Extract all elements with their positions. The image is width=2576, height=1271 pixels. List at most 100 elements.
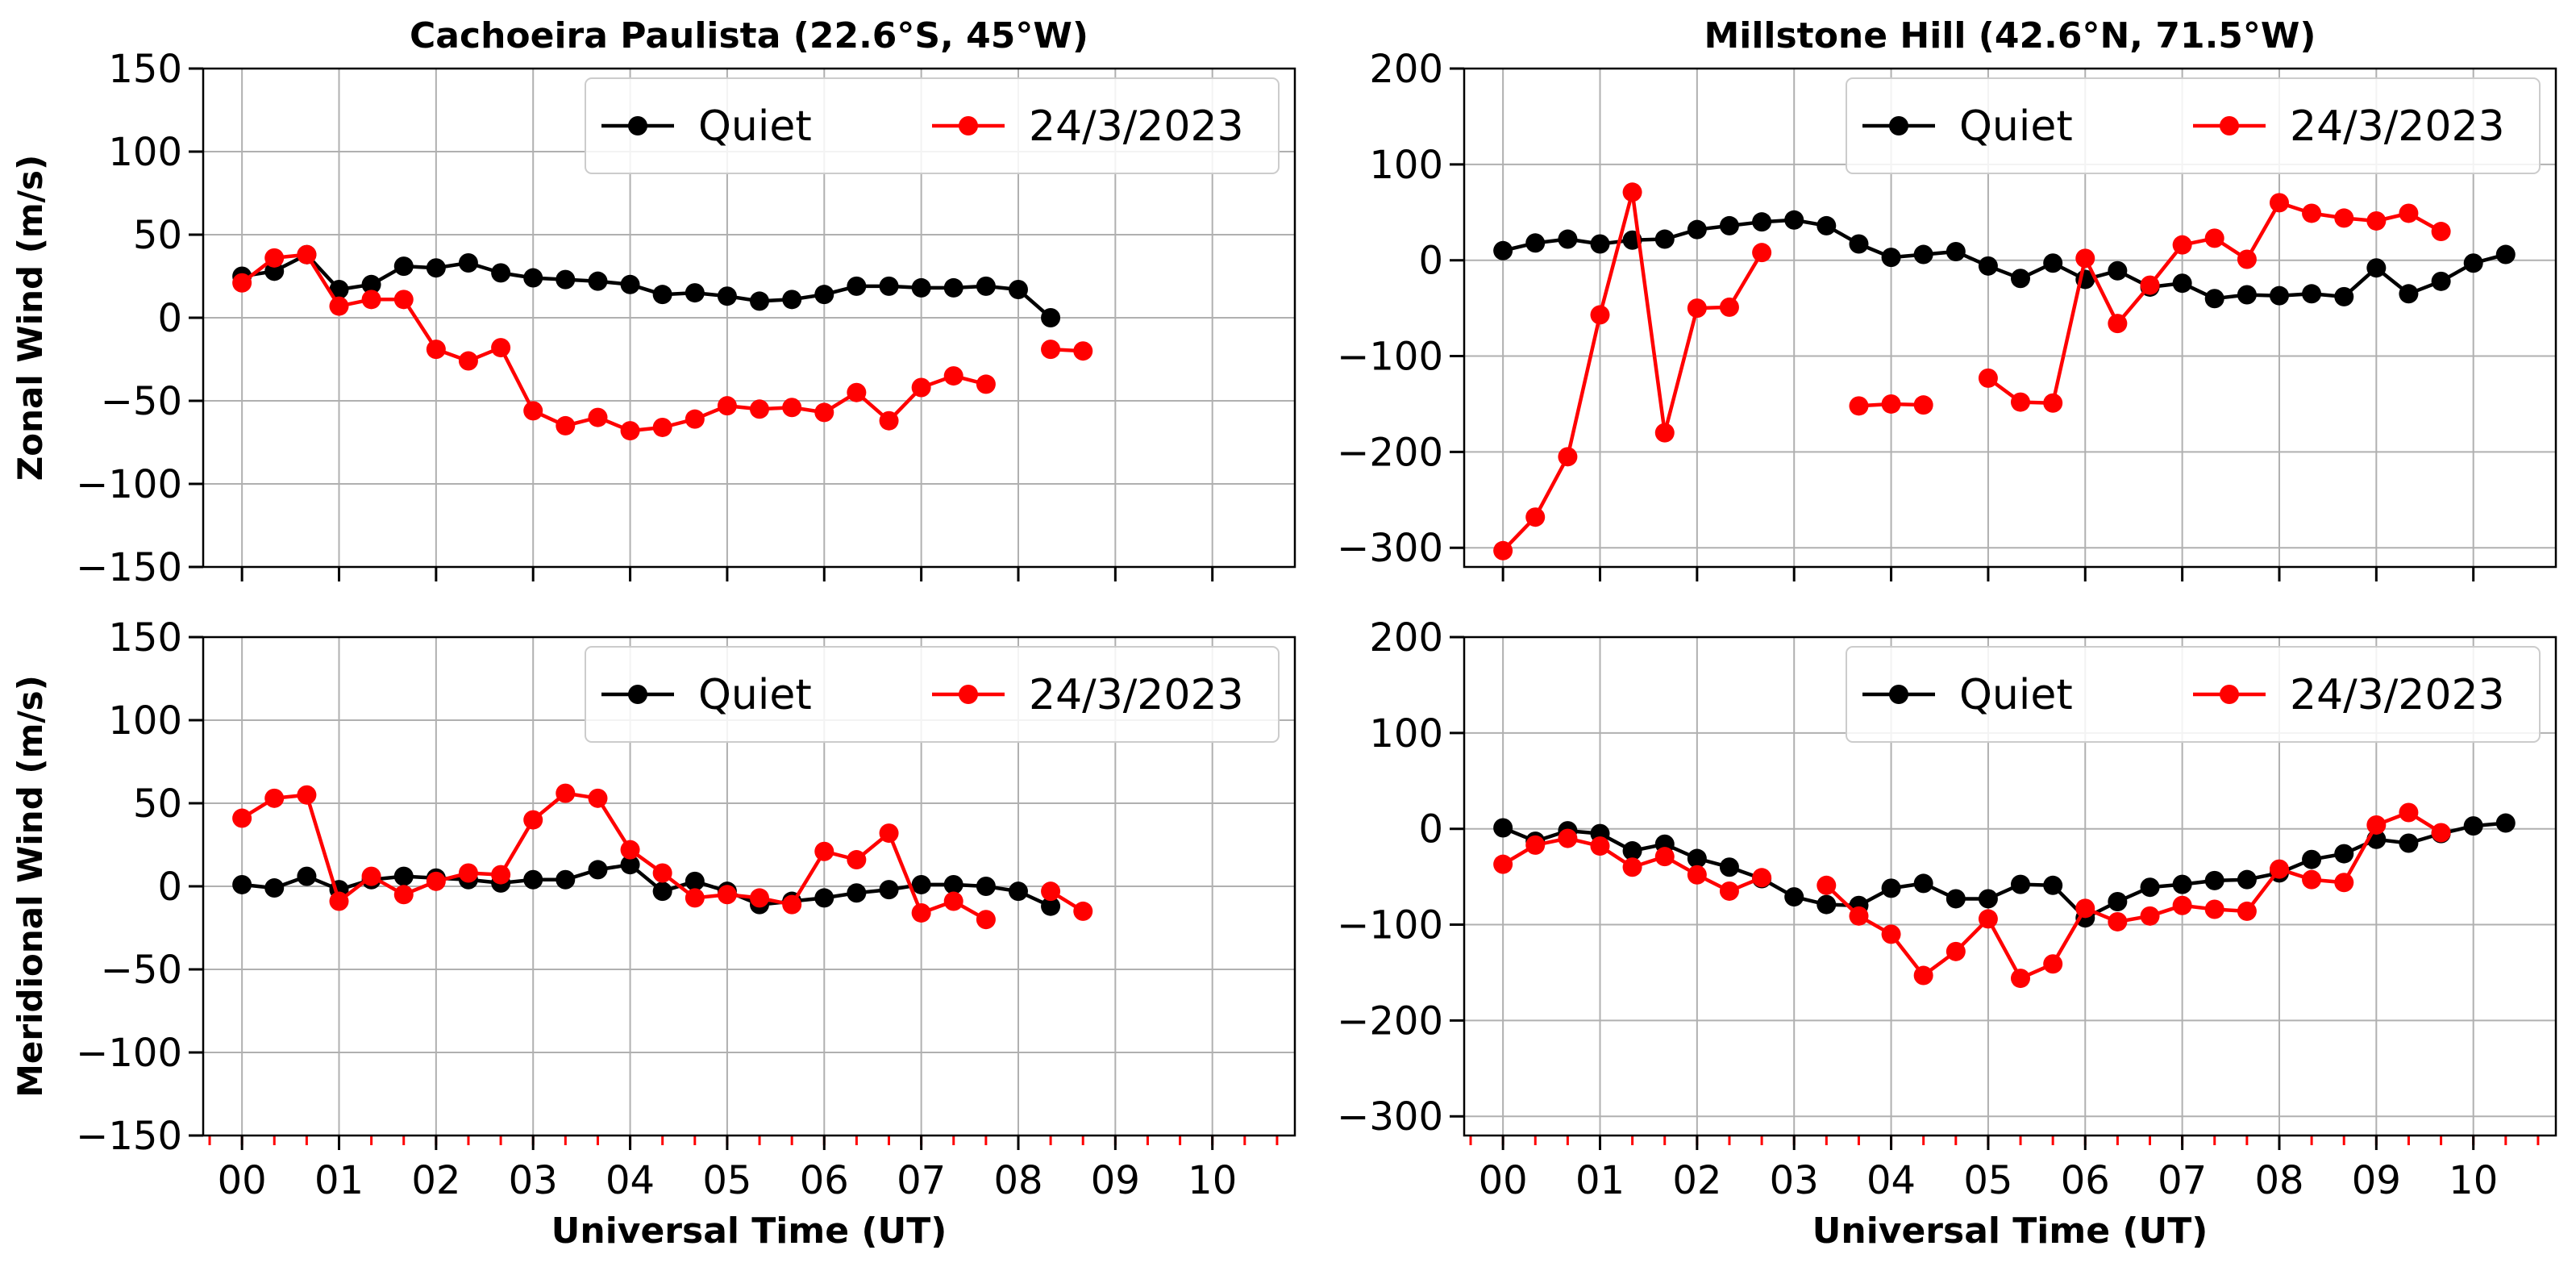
y-tick-label: −50 [101, 379, 182, 424]
legend-swatch-marker [1889, 685, 1908, 704]
panel-mh-zonal: −300 −200 −100 0 100 200 Millstone Hill (42.6°… [1337, 15, 2557, 581]
data-point [264, 878, 285, 898]
data-point [620, 855, 640, 875]
plot-frame [1463, 67, 2557, 569]
data-point [879, 880, 899, 900]
x-tick-label: 01 [1575, 1158, 1625, 1203]
data-point [1913, 965, 1933, 986]
data-point [911, 902, 931, 923]
data-point [1913, 873, 1933, 894]
data-point [685, 888, 705, 908]
data-point [426, 340, 446, 360]
data-point [458, 253, 478, 273]
legend-swatch-marker [2220, 116, 2239, 135]
data-point [491, 338, 511, 358]
x-tick-label: 03 [509, 1158, 558, 1203]
data-point [2431, 823, 2451, 843]
data-point [2204, 870, 2224, 890]
data-point [458, 863, 478, 883]
data-point [523, 810, 543, 830]
data-point [1558, 447, 1578, 467]
data-point [943, 366, 963, 386]
data-point [2463, 253, 2483, 273]
data-point [976, 910, 996, 930]
data-point [2399, 203, 2419, 223]
data-point [1978, 368, 1998, 388]
data-point [2399, 833, 2419, 853]
data-point [1622, 182, 1642, 202]
y-tick-label: 150 [108, 615, 182, 661]
data-point [652, 417, 672, 437]
data-point [361, 866, 381, 886]
data-point [426, 871, 446, 891]
data-point [1622, 857, 1642, 877]
data-point [393, 290, 414, 310]
data-point [1817, 875, 1837, 895]
data-point [393, 885, 414, 905]
y-axis-label: Zonal Wind (m/s) [10, 155, 50, 481]
data-point [782, 894, 802, 915]
x-tick-label: 07 [2158, 1158, 2207, 1203]
data-point [491, 263, 511, 283]
x-tick-label: 06 [2061, 1158, 2110, 1203]
data-point [556, 269, 576, 290]
y-tick-label: −50 [101, 948, 182, 993]
x-tick-label: 08 [993, 1158, 1042, 1203]
y-tick-label: −100 [76, 462, 182, 507]
data-point [361, 290, 381, 310]
data-point [2204, 289, 2224, 309]
legend-label: 24/3/2023 [2290, 102, 2505, 151]
data-point [2366, 210, 2387, 231]
data-point [685, 283, 705, 303]
panel-cp-zonal: −150 −100 −50 0 50 100 150 Cachoeira Paulista (… [10, 15, 1296, 590]
data-point [1041, 896, 1061, 916]
data-point [1622, 841, 1642, 861]
legend-swatch-marker [959, 685, 978, 704]
data-point [2399, 802, 2419, 823]
data-point [232, 808, 252, 828]
x-tick-label: 07 [897, 1158, 946, 1203]
data-point [297, 866, 317, 886]
data-point [232, 273, 252, 293]
data-point [717, 286, 737, 306]
data-point [556, 869, 576, 890]
y-tick-label: 150 [108, 47, 182, 92]
data-point [2010, 269, 2030, 289]
data-point [2237, 249, 2257, 269]
x-tick-label: 00 [218, 1158, 267, 1203]
data-point [1493, 818, 1513, 838]
data-point [847, 276, 867, 296]
data-point [2237, 901, 2257, 921]
plot-frame [1463, 636, 2557, 1137]
data-point [2204, 899, 2224, 919]
data-point [749, 291, 769, 311]
y-tick-label: −200 [1337, 998, 1443, 1044]
data-point [361, 274, 381, 294]
data-point [911, 874, 931, 894]
data-point [1493, 240, 1513, 260]
data-point [2108, 892, 2128, 912]
data-point [2334, 286, 2354, 306]
data-point [2302, 203, 2322, 223]
data-point [2140, 877, 2160, 898]
data-point [814, 285, 834, 305]
data-point [1881, 394, 1901, 414]
y-tick-label: 0 [157, 296, 182, 341]
data-point [2075, 898, 2095, 919]
data-point [1041, 881, 1061, 902]
panel-mh-meridional: 00 01 02 03 04 05 06 07 08 09 10 −300 −200 −100 0 100 20… [1337, 615, 2557, 1252]
data-point [911, 277, 931, 298]
data-point [1752, 212, 1772, 232]
data-point [1849, 234, 1869, 254]
data-point [620, 840, 640, 860]
data-point [1978, 256, 1998, 276]
data-point [329, 296, 349, 316]
data-point [2302, 869, 2322, 890]
data-point [976, 877, 996, 896]
data-point [847, 382, 867, 402]
x-tick-label: 05 [702, 1158, 751, 1203]
data-point [911, 377, 931, 398]
data-point [1073, 901, 1093, 921]
data-point [1525, 233, 1546, 253]
